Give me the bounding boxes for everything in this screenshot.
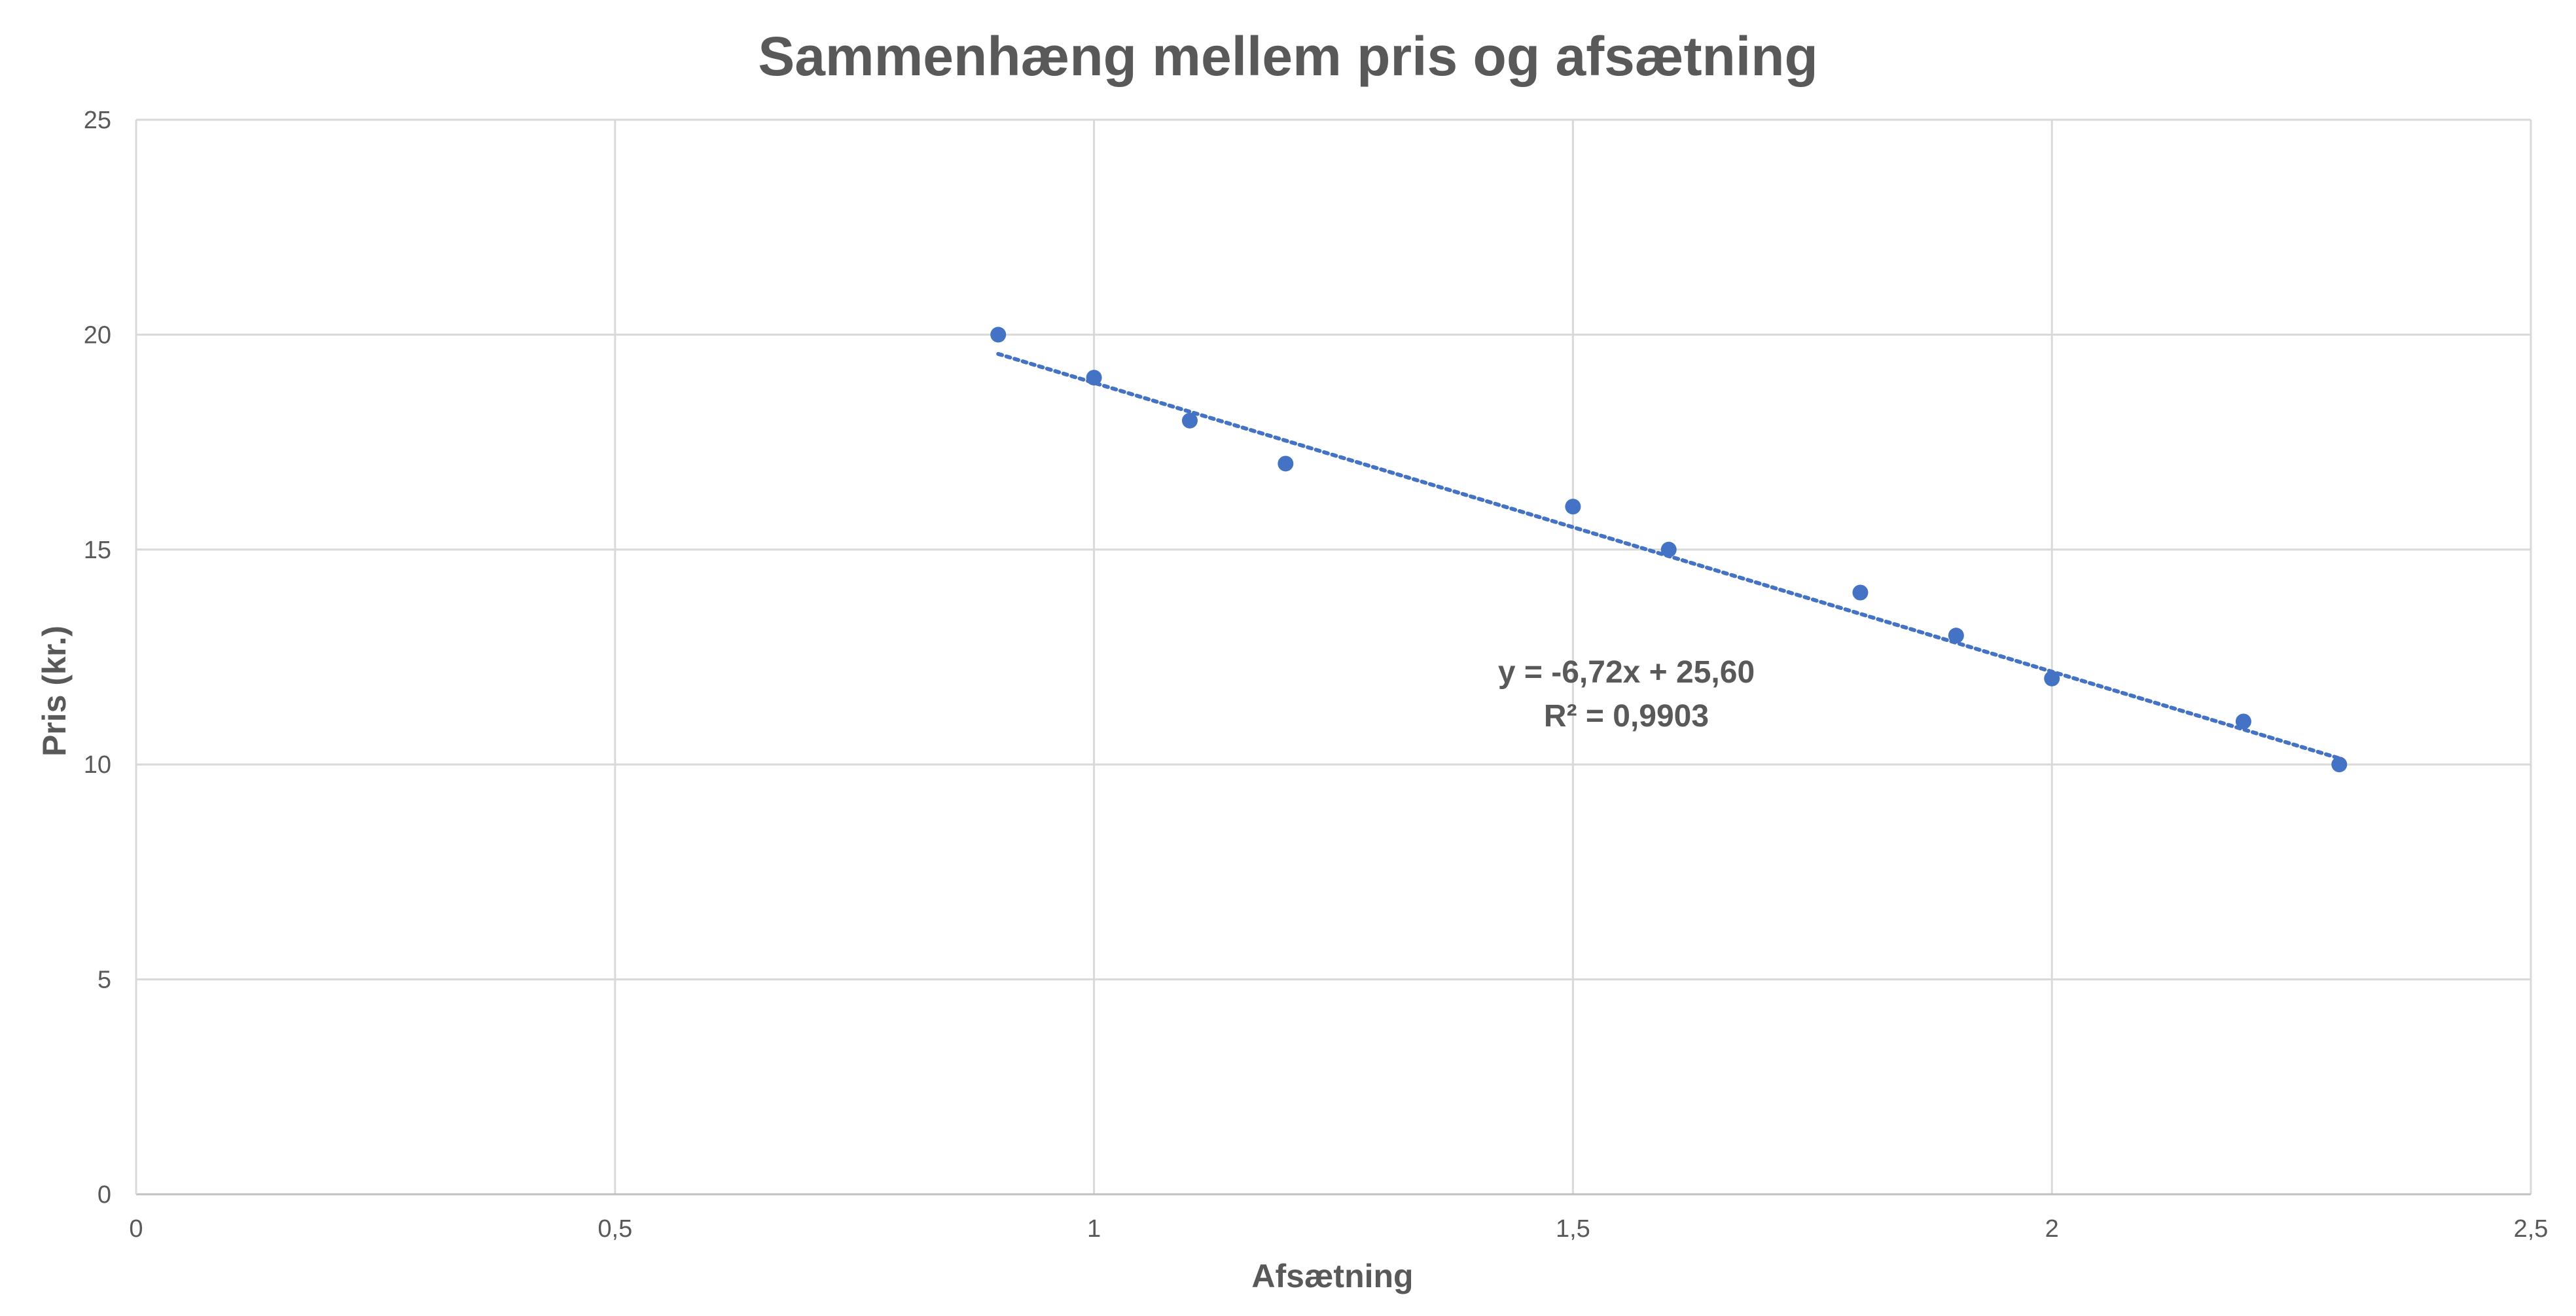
data-point [1565, 499, 1581, 515]
x-tick-label: 2 [2045, 1215, 2059, 1243]
x-tick-label: 1,5 [1556, 1215, 1590, 1243]
y-tick-label: 15 [84, 537, 111, 564]
x-tick-label: 2,5 [2514, 1215, 2549, 1243]
axes [135, 120, 2531, 1196]
data-point [1948, 628, 1964, 644]
trendline-equation: y = -6,72x + 25,60 [1498, 655, 1755, 690]
chart-title: Sammenhæng mellem pris og afsætning [758, 26, 1818, 87]
data-points [990, 327, 2348, 773]
y-axis-title: Pris (kr.) [36, 626, 73, 756]
y-tick-label: 5 [98, 967, 111, 994]
x-tick-label: 0,5 [598, 1215, 632, 1243]
data-point [1278, 455, 1294, 472]
x-tick-label: 1 [1087, 1215, 1101, 1243]
y-tick-labels: 0 5 10 15 20 25 [84, 107, 111, 1209]
y-tick-label: 20 [84, 321, 111, 349]
data-point [1086, 370, 1102, 386]
data-point [2235, 713, 2251, 730]
data-point [1852, 584, 1869, 601]
data-point [1660, 541, 1677, 558]
data-point [1181, 412, 1198, 429]
y-tick-label: 10 [84, 751, 111, 779]
x-tick-label: 0 [129, 1215, 143, 1243]
y-tick-label: 0 [98, 1181, 111, 1209]
gridlines [136, 118, 2532, 1194]
data-point [2044, 670, 2060, 686]
data-point [990, 327, 1007, 343]
x-axis-title: Afsætning [1251, 1258, 1413, 1294]
y-tick-label: 25 [84, 107, 111, 134]
data-point [2331, 756, 2348, 773]
x-tick-labels: 0 0,5 1 1,5 2 2,5 [129, 1215, 2548, 1243]
trendline-r-squared: R² = 0,9903 [1544, 699, 1709, 734]
